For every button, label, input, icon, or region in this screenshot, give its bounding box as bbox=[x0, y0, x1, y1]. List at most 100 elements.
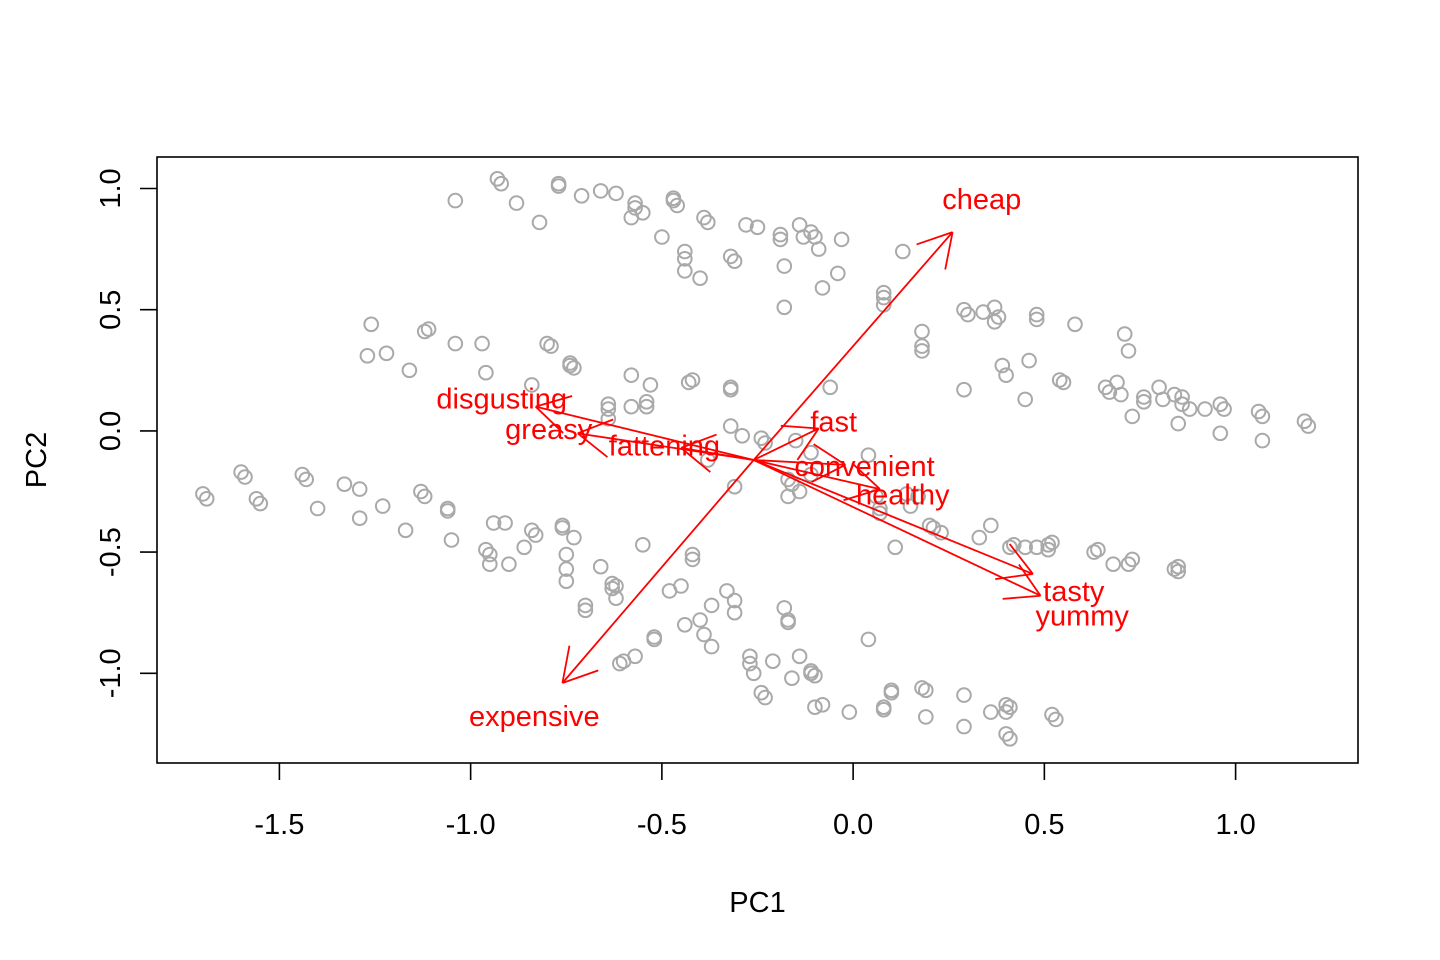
data-point-133 bbox=[1254, 432, 1271, 449]
data-point-0 bbox=[447, 192, 464, 209]
data-point-67 bbox=[638, 394, 655, 410]
data-point-53 bbox=[478, 364, 494, 381]
data-point-115 bbox=[1113, 386, 1129, 403]
data-point-48 bbox=[401, 362, 418, 379]
loading-arrow-yummy: yummy bbox=[753, 459, 1129, 633]
data-point-28 bbox=[772, 226, 789, 243]
data-point-24 bbox=[722, 248, 739, 265]
data-point-26 bbox=[738, 217, 754, 233]
data-point-13 bbox=[635, 205, 651, 221]
data-point-181 bbox=[501, 556, 517, 573]
loading-arrow-healthy: healthy bbox=[753, 459, 950, 512]
data-point-108 bbox=[1017, 391, 1033, 408]
data-point-179 bbox=[485, 515, 502, 531]
data-point-167 bbox=[351, 481, 368, 497]
data-point-33 bbox=[795, 229, 812, 245]
y-tick-label: 0.0 bbox=[95, 411, 127, 451]
data-point-195 bbox=[604, 580, 621, 597]
data-point-174 bbox=[439, 503, 456, 519]
data-point-98 bbox=[956, 381, 972, 398]
data-point-153 bbox=[1124, 551, 1141, 568]
data-point-119 bbox=[1136, 389, 1152, 405]
data-point-156 bbox=[1170, 563, 1186, 580]
y-tick-label: -1.0 bbox=[95, 648, 127, 698]
data-point-61 bbox=[600, 401, 617, 417]
data-point-105 bbox=[1021, 352, 1037, 369]
y-tick-label: 1.0 bbox=[95, 168, 127, 208]
data-point-247 bbox=[998, 726, 1014, 742]
data-point-92 bbox=[910, 488, 926, 505]
data-point-152 bbox=[1120, 556, 1137, 573]
data-point-128 bbox=[1212, 396, 1229, 413]
data-point-164 bbox=[298, 471, 315, 488]
data-point-177 bbox=[482, 546, 498, 563]
data-point-123 bbox=[1166, 386, 1183, 403]
data-point-203 bbox=[646, 631, 663, 648]
data-point-50 bbox=[416, 323, 433, 340]
x-axis: -1.5 -1.0 -0.5 0.0 0.5 1.0 bbox=[254, 763, 1256, 841]
data-point-248 bbox=[1002, 731, 1018, 747]
loading-arrow-disgusting: disgusting bbox=[436, 384, 754, 461]
data-point-22 bbox=[696, 209, 712, 226]
data-point-226 bbox=[791, 648, 808, 665]
data-point-157 bbox=[195, 486, 211, 502]
data-point-129 bbox=[1212, 425, 1229, 442]
data-point-140 bbox=[983, 517, 999, 534]
data-point-245 bbox=[998, 704, 1014, 720]
data-point-163 bbox=[294, 466, 311, 483]
data-point-190 bbox=[566, 529, 582, 546]
data-point-58 bbox=[562, 355, 578, 371]
data-point-125 bbox=[1174, 396, 1190, 413]
data-point-225 bbox=[784, 670, 800, 687]
loading-label-cheap: cheap bbox=[942, 184, 1021, 216]
data-point-139 bbox=[933, 524, 949, 541]
data-point-197 bbox=[608, 578, 624, 594]
y-tick-label: -0.5 bbox=[95, 527, 127, 577]
data-point-166 bbox=[336, 476, 353, 493]
data-point-46 bbox=[359, 348, 376, 364]
data-point-158 bbox=[198, 491, 215, 507]
data-point-217 bbox=[742, 655, 758, 672]
data-point-17 bbox=[669, 197, 686, 214]
data-point-23 bbox=[700, 214, 716, 231]
data-point-124 bbox=[1174, 389, 1190, 405]
data-point-150 bbox=[1090, 541, 1106, 558]
data-point-97 bbox=[960, 306, 976, 323]
data-point-91 bbox=[902, 498, 919, 514]
data-point-212 bbox=[703, 638, 720, 655]
data-point-85 bbox=[860, 447, 877, 464]
data-point-186 bbox=[554, 520, 571, 536]
data-point-30 bbox=[776, 258, 793, 274]
data-point-113 bbox=[1101, 384, 1118, 400]
data-point-78 bbox=[726, 478, 743, 495]
data-point-160 bbox=[237, 469, 253, 485]
data-point-116 bbox=[1116, 326, 1133, 342]
loading-arrow-fast: fast bbox=[753, 406, 857, 461]
x-tick-label: -1.0 bbox=[446, 809, 496, 841]
data-point-180 bbox=[497, 515, 513, 531]
data-point-64 bbox=[623, 398, 640, 415]
data-point-54 bbox=[524, 377, 540, 393]
data-point-211 bbox=[703, 597, 720, 614]
data-point-239 bbox=[918, 682, 934, 699]
data-point-131 bbox=[1250, 403, 1267, 420]
data-point-243 bbox=[983, 704, 999, 720]
data-point-74 bbox=[753, 430, 770, 447]
data-point-69 bbox=[680, 374, 697, 391]
data-point-246 bbox=[1002, 699, 1018, 716]
data-point-71 bbox=[722, 381, 739, 398]
data-point-29 bbox=[772, 231, 789, 248]
data-point-176 bbox=[478, 541, 494, 558]
data-point-143 bbox=[1006, 537, 1022, 553]
loading-arrow-convenient: convenient bbox=[753, 443, 935, 483]
data-point-36 bbox=[810, 241, 827, 257]
x-axis-label: PC1 bbox=[729, 887, 785, 919]
data-point-93 bbox=[914, 323, 930, 340]
data-point-25 bbox=[726, 253, 743, 270]
data-point-172 bbox=[416, 488, 433, 505]
data-point-10 bbox=[627, 195, 643, 211]
data-point-170 bbox=[397, 522, 414, 539]
data-point-111 bbox=[1055, 374, 1072, 391]
data-point-76 bbox=[787, 432, 804, 449]
